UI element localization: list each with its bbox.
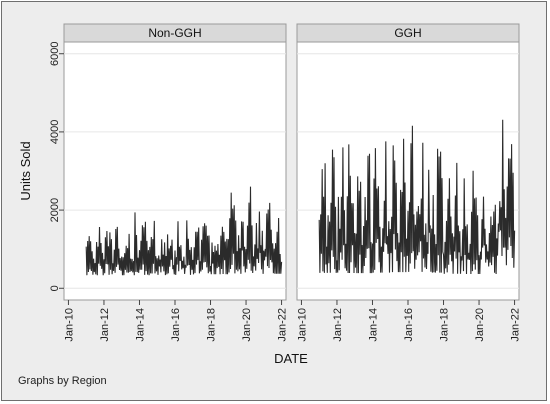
y-tick-label-6000: 6000: [49, 41, 61, 65]
y-tick-label-2000: 2000: [49, 198, 61, 222]
strip-label-non-ggh: Non-GGH: [148, 26, 201, 40]
x-tick-label-0-Jan-16: Jan-16: [170, 308, 182, 342]
series-layer: [85, 119, 516, 276]
x-axis: Jan-10 Jan-12 Jan-14 Jan-16 Jan-18 Jan-20 Jan-…: [63, 300, 522, 342]
y-axis-title: Units Sold: [18, 141, 33, 200]
x-tick-label-1-Jan-12: Jan-12: [332, 308, 344, 342]
grid-layer: [64, 53, 519, 289]
x-tick-label-1-Jan-22: Jan-22: [510, 308, 522, 342]
graphs-by-note: Graphs by Region: [18, 375, 107, 387]
x-tick-label-0-Jan-12: Jan-12: [99, 308, 111, 342]
x-tick-label-0-Jan-18: Jan-18: [206, 308, 218, 342]
x-tick-label-0-Jan-10: Jan-10: [63, 308, 75, 342]
x-axis-title: DATE: [274, 351, 308, 366]
x-tick-label-1-Jan-10: Jan-10: [296, 308, 308, 342]
x-tick-label-1-Jan-16: Jan-16: [403, 308, 415, 342]
strip-label-ggh: GGH: [394, 26, 421, 40]
series-line-non-ggh: [85, 186, 283, 276]
y-tick-label-4000: 4000: [49, 120, 61, 144]
series-line-ggh: [318, 119, 516, 275]
x-tick-label-0-Jan-14: Jan-14: [134, 308, 146, 342]
x-tick-label-1-Jan-20: Jan-20: [474, 308, 486, 342]
x-tick-label-1-Jan-14: Jan-14: [367, 308, 379, 342]
y-tick-label-0: 0: [49, 285, 61, 291]
x-tick-label-0-Jan-20: Jan-20: [241, 308, 253, 342]
x-tick-label-1-Jan-18: Jan-18: [439, 308, 451, 342]
x-tick-label-0-Jan-22: Jan-22: [277, 308, 289, 342]
y-axis: 0 2000 4000 6000: [49, 41, 64, 291]
